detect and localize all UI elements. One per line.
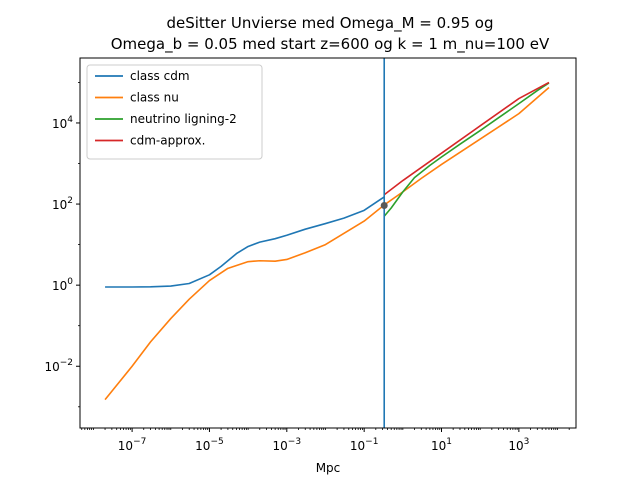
series-line-2: [104, 86, 550, 401]
x-tick-label: 103: [508, 437, 529, 453]
x-tick-label: 10−1: [350, 437, 379, 453]
y-tick-label: 100: [52, 277, 73, 293]
y-tick-label: 102: [52, 196, 73, 212]
legend-label-4: cdm-approx.: [130, 134, 205, 148]
legend: class cdm class nu neutrino ligning-2 cdm-a…: [86, 64, 263, 160]
x-axis-label: Mpc: [316, 461, 341, 475]
chart-title-line-2: Omega_b = 0.05 med start z=600 og k = 1 …: [111, 35, 550, 54]
x-tick-label: 10−7: [118, 437, 147, 453]
x-tick-label: 101: [431, 437, 452, 453]
legend-label-3: neutrino ligning-2: [130, 112, 237, 126]
x-tick-label: 10−3: [273, 437, 302, 453]
axis-ticks: 10−7 10−5 10−3 10−1 101 103 10−2 100 102 104: [44, 82, 570, 453]
chart-title-line-1: deSitter Unvierse med Omega_M = 0.95 og: [166, 14, 493, 33]
axes-frame: [79, 57, 577, 429]
x-tick-label: 10−5: [195, 437, 224, 453]
legend-label-2: class nu: [130, 91, 179, 105]
marker-point: [380, 202, 388, 210]
y-tick-label: 10−2: [44, 358, 73, 374]
series-line-1: [105, 196, 385, 288]
legend-box: [86, 64, 263, 160]
y-tick-label: 104: [52, 115, 73, 131]
series-line-4: [383, 81, 550, 196]
plot-area: [104, 58, 550, 428]
legend-label-1: class cdm: [130, 69, 190, 83]
series-line-3: [383, 82, 550, 217]
